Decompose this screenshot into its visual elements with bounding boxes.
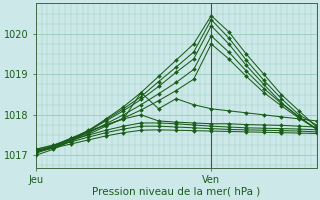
X-axis label: Pression niveau de la mer( hPa ): Pression niveau de la mer( hPa ) [92,187,260,197]
